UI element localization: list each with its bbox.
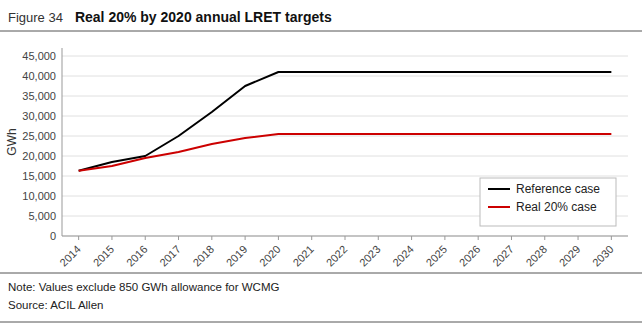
y-tick-label: 40,000 bbox=[22, 70, 56, 82]
y-tick-label: 25,000 bbox=[22, 130, 56, 142]
x-tick-label: 2020 bbox=[257, 243, 283, 269]
x-tick-label: 2014 bbox=[57, 243, 83, 269]
y-tick-label: 0 bbox=[50, 230, 56, 242]
note-rule bbox=[0, 273, 642, 274]
x-tick-label: 2025 bbox=[423, 243, 449, 269]
x-tick-label: 2026 bbox=[457, 243, 483, 269]
y-tick-label: 15,000 bbox=[22, 170, 56, 182]
x-tick bbox=[211, 236, 212, 240]
x-tick bbox=[111, 236, 112, 240]
x-tick bbox=[178, 236, 179, 240]
legend-swatch bbox=[488, 206, 510, 208]
x-tick bbox=[544, 236, 545, 240]
legend-label: Reference case bbox=[516, 182, 600, 196]
x-tick bbox=[245, 236, 246, 240]
x-tick bbox=[345, 236, 346, 240]
x-tick bbox=[411, 236, 412, 240]
grid bbox=[62, 56, 628, 236]
x-tick-label: 2029 bbox=[557, 243, 583, 269]
x-tick-label: 2022 bbox=[324, 243, 350, 269]
series-line bbox=[79, 134, 612, 171]
grid-line bbox=[62, 56, 628, 57]
grid-line bbox=[62, 136, 628, 137]
y-tick-label: 35,000 bbox=[22, 90, 56, 102]
x-tick-label: 2021 bbox=[290, 243, 316, 269]
legend: Reference case Real 20% case bbox=[480, 178, 616, 226]
x-tick bbox=[611, 236, 612, 240]
title-rule bbox=[0, 31, 642, 32]
x-tick-label: 2015 bbox=[91, 243, 117, 269]
x-tick bbox=[278, 236, 279, 240]
legend-box bbox=[480, 178, 616, 226]
y-tick-label: 45,000 bbox=[22, 50, 56, 62]
y-tick-label: 20,000 bbox=[22, 150, 56, 162]
bottom-rule bbox=[0, 322, 642, 323]
title: Real 20% by 2020 annual LRET targets bbox=[75, 9, 332, 25]
x-tick bbox=[378, 236, 379, 240]
x-tick-label: 2024 bbox=[390, 243, 416, 269]
legend-swatch bbox=[488, 188, 510, 190]
y-tick-label: 10,000 bbox=[22, 190, 56, 202]
x-tick-label: 2018 bbox=[190, 243, 216, 269]
series-line bbox=[79, 72, 612, 171]
x-tick bbox=[311, 236, 312, 240]
x-tick-label: 2019 bbox=[224, 243, 250, 269]
x-tick-label: 2023 bbox=[357, 243, 383, 269]
x-tick bbox=[444, 236, 445, 240]
grid-line bbox=[62, 176, 628, 177]
x-tick bbox=[78, 236, 79, 240]
grid-line bbox=[62, 76, 628, 77]
x-tick-label: 2028 bbox=[523, 243, 549, 269]
source: Source: ACIL Allen bbox=[8, 299, 103, 311]
x-tick-label: 2017 bbox=[157, 243, 183, 269]
grid-line bbox=[62, 116, 628, 117]
y-tick-label: 30,000 bbox=[22, 110, 56, 122]
x-tick-label: 2027 bbox=[490, 243, 516, 269]
chart: Figure 34 Real 20% by 2020 annual LRET ta… bbox=[0, 0, 642, 334]
y-axis-label: GWh bbox=[5, 128, 19, 155]
note: Note: Values exclude 850 GWh allowance f… bbox=[8, 281, 279, 293]
x-tick bbox=[478, 236, 479, 240]
x-tick-label: 2030 bbox=[590, 243, 616, 269]
x-tick bbox=[511, 236, 512, 240]
x-tick bbox=[145, 236, 146, 240]
legend-label: Real 20% case bbox=[516, 200, 597, 214]
figure-label: Figure 34 bbox=[8, 10, 63, 25]
x-tick bbox=[578, 236, 579, 240]
x-tick-label: 2016 bbox=[124, 243, 150, 269]
series-group bbox=[79, 72, 612, 171]
y-axis-line bbox=[62, 48, 63, 236]
grid-line bbox=[62, 96, 628, 97]
y-tick-label: 5,000 bbox=[28, 210, 56, 222]
